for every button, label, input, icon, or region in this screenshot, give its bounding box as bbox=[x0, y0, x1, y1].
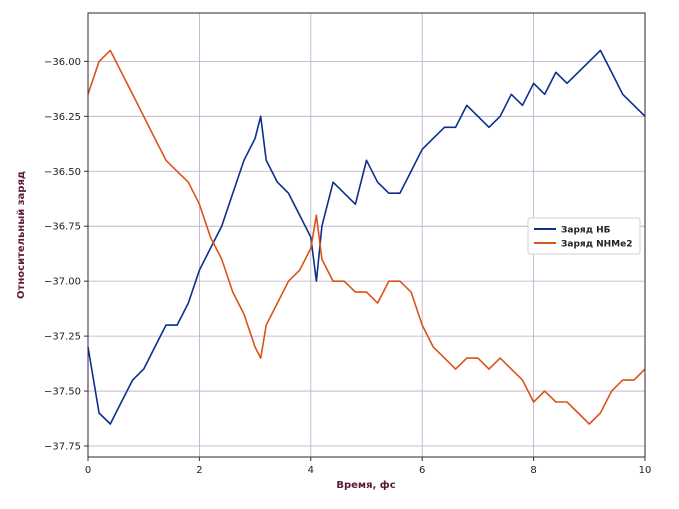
x-tick-label: 6 bbox=[419, 465, 425, 476]
y-tick-label: −37.50 bbox=[44, 387, 81, 398]
x-tick-label: 0 bbox=[85, 465, 91, 476]
x-tick-label: 8 bbox=[530, 465, 536, 476]
x-axis: 0 2 4 6 8 10 bbox=[85, 457, 652, 476]
x-tick-label: 2 bbox=[196, 465, 202, 476]
y-tick-label: −36.00 bbox=[44, 57, 81, 68]
legend-label-1: Заряд НБ bbox=[561, 226, 611, 236]
y-tick-label: −36.50 bbox=[44, 167, 81, 178]
series-line-2 bbox=[87, 49, 646, 425]
y-tick-label: −37.25 bbox=[44, 332, 81, 343]
x-tick-label: 10 bbox=[639, 465, 652, 476]
plot-frame bbox=[87, 12, 646, 458]
y-tick-label: −37.75 bbox=[44, 442, 81, 453]
x-tick-label: 4 bbox=[308, 465, 314, 476]
legend-label-2: Заряд NHMe2 bbox=[561, 240, 632, 250]
y-tick-label: −36.25 bbox=[44, 112, 81, 123]
legend: Заряд НБ Заряд NHMe2 bbox=[527, 217, 641, 255]
y-axis: −36.00 −36.25 −36.50 −36.75 −37.00 −37.25 −37.… bbox=[44, 57, 88, 453]
y-tick-label: −37.00 bbox=[44, 277, 81, 288]
x-axis-title: Время, фс bbox=[336, 479, 395, 491]
series-line-1 bbox=[87, 49, 646, 425]
y-tick-label: −36.75 bbox=[44, 222, 81, 233]
y-axis-title: Относительный заряд bbox=[16, 171, 27, 299]
series-layer bbox=[87, 49, 646, 425]
legend-box bbox=[527, 217, 641, 255]
